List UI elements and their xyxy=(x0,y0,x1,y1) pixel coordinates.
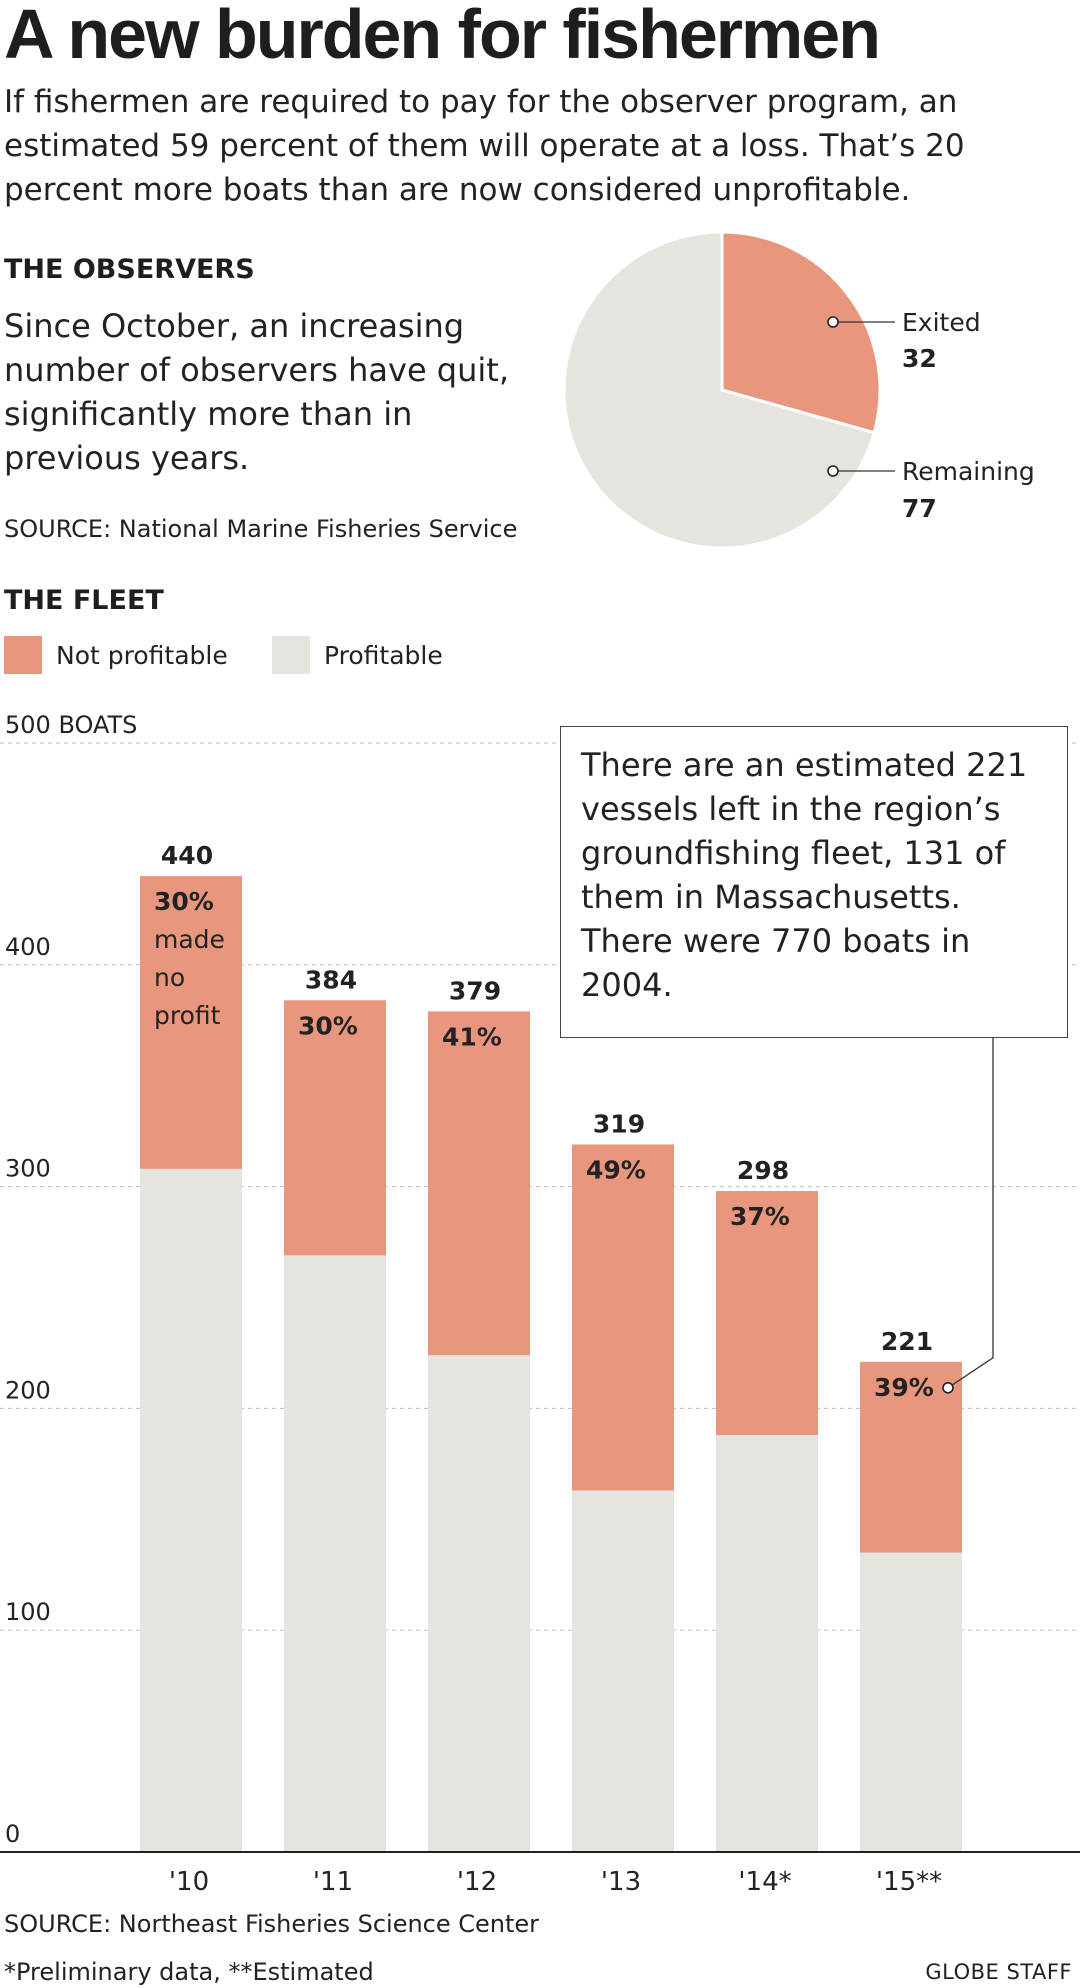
bar-profitable xyxy=(860,1552,962,1852)
pie-value-remaining: 77 xyxy=(902,494,937,523)
bar-not-profitable xyxy=(428,1011,530,1356)
pie-slice-exited xyxy=(720,230,882,435)
legend-label-not-profitable: Not profitable xyxy=(56,641,228,670)
fleet-footnote: *Preliminary data, **Estimated xyxy=(4,1958,374,1986)
credit: GLOBE STAFF xyxy=(925,1960,1072,1984)
bar-note-label: profit xyxy=(154,1001,221,1030)
y-tick-label: 200 xyxy=(5,1376,51,1404)
bar-not-profitable xyxy=(572,1144,674,1491)
bar-total-label: 440 xyxy=(161,841,213,870)
bar-profitable xyxy=(716,1435,818,1852)
y-tick-label: 500 BOATS xyxy=(5,711,137,739)
x-tick-label: '11 xyxy=(313,1867,353,1897)
bar-profitable xyxy=(140,1168,242,1852)
bar-note-label: made xyxy=(154,925,225,954)
legend-swatch-profitable xyxy=(272,636,310,674)
y-tick-label: 100 xyxy=(5,1598,51,1626)
pie-slice-remaining xyxy=(562,230,876,550)
intro-text: If fishermen are required to pay for the… xyxy=(4,84,965,208)
bar-not-profitable xyxy=(140,876,242,1169)
callout-leader-dot xyxy=(942,1382,954,1394)
bar-percent-label: 30% xyxy=(154,887,214,916)
x-tick-label: '14* xyxy=(738,1867,791,1897)
callout-leader-line xyxy=(947,1038,994,1389)
bar-total-label: 319 xyxy=(593,1109,645,1138)
bar-not-profitable xyxy=(860,1361,962,1553)
bar-total-label: 384 xyxy=(305,965,357,994)
bar-not-profitable xyxy=(284,1000,386,1256)
bar-note-label: no xyxy=(154,963,185,992)
observers-pie-chart xyxy=(562,230,895,550)
legend-label-profitable: Profitable xyxy=(324,641,443,670)
x-tick-label: '12 xyxy=(457,1867,497,1897)
bar-profitable xyxy=(572,1490,674,1852)
bar-percent-label: 30% xyxy=(298,1011,358,1040)
x-tick-label: '15** xyxy=(876,1867,942,1897)
bar-not-profitable xyxy=(716,1191,818,1436)
bar-percent-label: 39% xyxy=(874,1373,934,1402)
fleet-heading: THE FLEET xyxy=(4,585,164,616)
bar-total-label: 298 xyxy=(737,1156,789,1185)
x-tick-label: '13 xyxy=(601,1867,641,1897)
observers-text: Since October, an increasing number of o… xyxy=(4,307,509,477)
pie-label-remaining: Remaining xyxy=(902,457,1035,486)
bar-profitable xyxy=(284,1255,386,1852)
bar-percent-label: 37% xyxy=(730,1202,790,1231)
y-tick-label: 0 xyxy=(5,1820,20,1848)
y-tick-label: 400 xyxy=(5,933,51,961)
bar-total-label: 221 xyxy=(881,1327,933,1356)
callout-text: There are an estimated 221 vessels left … xyxy=(581,746,1028,1004)
pie-label-exited: Exited xyxy=(902,308,981,337)
observers-source: SOURCE: National Marine Fisheries Servic… xyxy=(4,515,518,543)
legend-swatch-not-profitable xyxy=(4,636,42,674)
fleet-source: SOURCE: Northeast Fisheries Science Cent… xyxy=(4,1910,540,1938)
callout-box: There are an estimated 221 vessels left … xyxy=(560,726,1068,1038)
x-tick-label: '10 xyxy=(169,1867,209,1897)
bar-percent-label: 41% xyxy=(442,1022,502,1051)
bar-profitable xyxy=(428,1355,530,1852)
bar-percent-label: 49% xyxy=(586,1155,646,1184)
headline: A new burden for fishermen xyxy=(4,0,881,73)
observers-heading: THE OBSERVERS xyxy=(4,254,255,285)
bar-total-label: 379 xyxy=(449,976,501,1005)
fleet-bar-chart: 0 100 200 300 400 500 BOATS 440 30% '10 made no pro… xyxy=(0,711,1080,1897)
pie-leader-dot xyxy=(827,465,839,477)
y-tick-label: 300 xyxy=(5,1155,51,1183)
pie-value-exited: 32 xyxy=(902,344,937,373)
pie-leader-dot xyxy=(827,316,839,328)
